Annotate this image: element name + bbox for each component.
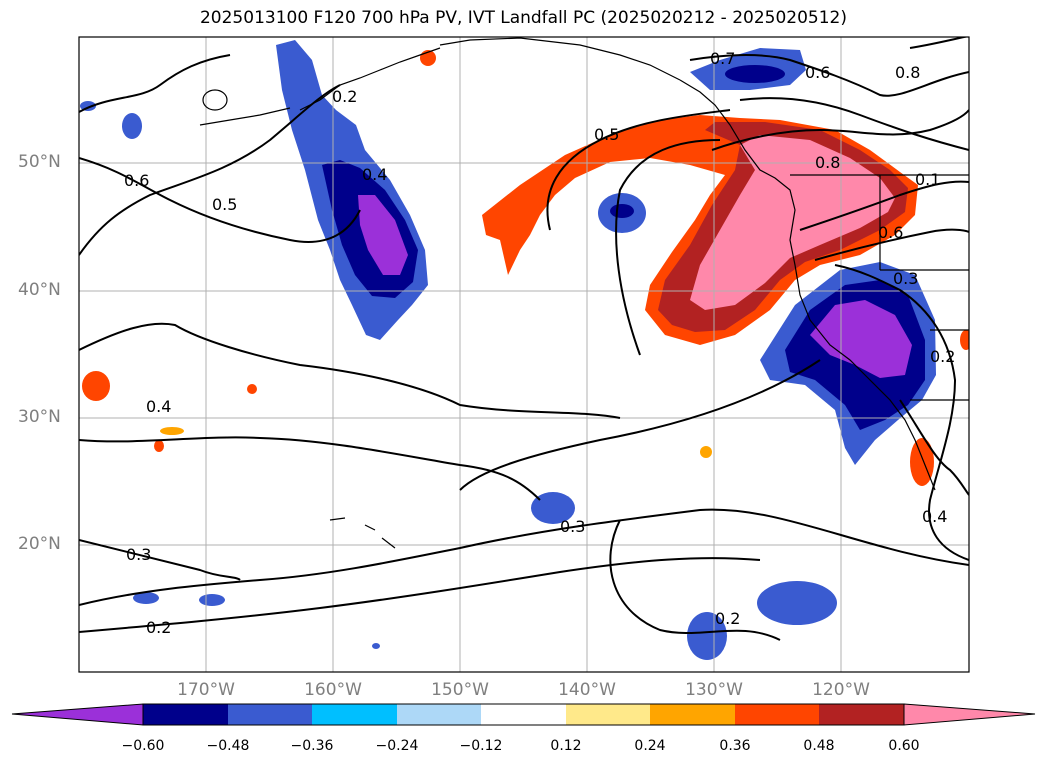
colorbar-tick-label: 0.24 <box>634 738 666 754</box>
lat-tick: 40°N <box>18 280 61 300</box>
colorbar-left-arrow <box>11 703 144 726</box>
colorbar-segment <box>735 704 819 725</box>
lon-tick: 120°W <box>812 680 870 700</box>
contour-label: 0.2 <box>715 609 740 628</box>
colorbar-segment <box>228 704 312 725</box>
contour-label: 0.5 <box>212 195 237 214</box>
contour-label: 0.4 <box>146 397 171 416</box>
gridlines <box>79 37 969 672</box>
contour-label: 0.7 <box>710 49 735 68</box>
colorbar-tick-label: 0.12 <box>550 738 582 754</box>
colorbar-tick-label: 0.36 <box>719 738 751 754</box>
colorbar-tick-label: −0.60 <box>121 738 165 754</box>
blob-9 <box>372 643 380 649</box>
lon-tick: 170°W <box>177 680 235 700</box>
positive-blob-1 <box>82 371 110 401</box>
blob-6 <box>199 594 225 606</box>
lon-tick: 130°W <box>685 680 743 700</box>
contour-label: 0.3 <box>126 545 151 564</box>
map-frame <box>78 36 970 673</box>
colorbar-segment <box>481 704 566 725</box>
contour-label: 0.8 <box>815 153 840 172</box>
colorbar-tick-label: −0.12 <box>459 738 503 754</box>
colorbar-right-arrow <box>903 703 1036 726</box>
lat-tick: 50°N <box>18 152 61 172</box>
colorbar-segment <box>312 704 397 725</box>
contour-label: 0.6 <box>124 171 149 190</box>
positive-blob-5 <box>700 446 712 458</box>
blob-5 <box>133 592 159 604</box>
blob-8 <box>687 612 727 660</box>
lon-tick: 140°W <box>558 680 616 700</box>
contour-label: 0.4 <box>362 165 387 184</box>
shaded-fields <box>80 40 969 660</box>
contour-label: 0.2 <box>146 618 171 637</box>
contour-label: 0.6 <box>878 223 903 242</box>
contour-label-group: 0.7 0.6 0.8 0.5 0.8 0.6 0.4 0.5 0.6 0.1 … <box>124 49 955 637</box>
map-area: 0.7 0.6 0.8 0.5 0.8 0.6 0.4 0.5 0.6 0.1 … <box>79 37 969 672</box>
negative-pv-max-north <box>358 195 408 275</box>
colorbar-tick-label: 0.48 <box>803 738 835 754</box>
colorbar-tick-label: 0.60 <box>888 738 920 754</box>
contour-label: 0.2 <box>332 87 357 106</box>
positive-blob-3 <box>160 427 184 435</box>
colorbar-frame <box>142 703 905 726</box>
lat-tick: 20°N <box>18 534 61 554</box>
colorbar-segment <box>650 704 735 725</box>
lon-tick: 150°W <box>431 680 489 700</box>
lon-tick: 160°W <box>304 680 362 700</box>
colorbar-segment <box>819 704 904 725</box>
contour-label: 0.3 <box>893 269 918 288</box>
colorbar <box>11 703 1036 726</box>
colorbar-segment <box>566 704 650 725</box>
contour-label: 0.8 <box>895 63 920 82</box>
blob-7 <box>757 581 837 625</box>
contour-label: 0.2 <box>930 347 955 366</box>
lat-tick: 30°N <box>18 407 61 427</box>
map-title: 2025013100 F120 700 hPa PV, IVT Landfall… <box>199 8 847 28</box>
blob-4 <box>531 492 575 524</box>
contour-label: 0.4 <box>922 507 947 526</box>
colorbar-segment <box>397 704 481 725</box>
blob-bc-core <box>725 65 785 83</box>
positive-blob-8 <box>960 330 969 350</box>
contour-label: 0.3 <box>560 517 585 536</box>
positive-blob-2 <box>247 384 257 394</box>
blob-2 <box>122 113 142 139</box>
positive-blob-4 <box>154 440 164 452</box>
contour-label: 0.5 <box>594 125 619 144</box>
contour-label: 0.6 <box>805 63 830 82</box>
negative-pv-max-california <box>810 300 912 378</box>
colorbar-tick-label: −0.36 <box>290 738 334 754</box>
contour-label: 0.1 <box>915 170 940 189</box>
colorbar-tick-label: −0.48 <box>206 738 250 754</box>
blob-3-core <box>610 204 634 218</box>
coastlines <box>199 37 969 549</box>
colorbar-tick-label: −0.24 <box>375 738 419 754</box>
colorbar-segment <box>143 704 228 725</box>
contour-lines <box>79 37 969 641</box>
